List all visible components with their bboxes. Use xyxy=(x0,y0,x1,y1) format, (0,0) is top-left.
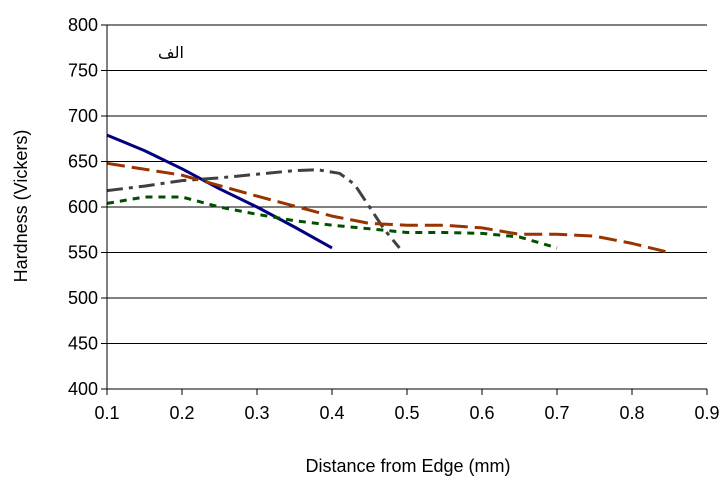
y-tick-label: 500 xyxy=(68,288,98,308)
y-tick-label: 800 xyxy=(68,15,98,35)
series-line-2 xyxy=(106,168,401,249)
grid-lines xyxy=(107,24,707,344)
series-lines xyxy=(106,133,670,254)
x-tick-label: 0.1 xyxy=(94,403,119,423)
x-tick-label: 0.8 xyxy=(619,403,644,423)
y-tick-label: 750 xyxy=(68,61,98,81)
tick-labels: 400 450 500 550 600 650 700 750 800 0.1 0.2 0.3 0.4 0… xyxy=(68,15,720,423)
y-tick-label: 550 xyxy=(68,243,98,263)
series-line-1 xyxy=(106,133,333,250)
y-tick-label: 450 xyxy=(68,334,98,354)
x-tick-label: 0.6 xyxy=(469,403,494,423)
x-tick-label: 0.3 xyxy=(244,403,269,423)
x-tick-label: 0.2 xyxy=(169,403,194,423)
x-tick-label: 0.4 xyxy=(319,403,344,423)
y-tick-label: 700 xyxy=(68,106,98,126)
series-line-4 xyxy=(106,195,558,250)
axes xyxy=(101,24,708,395)
x-tick-label: 0.7 xyxy=(544,403,569,423)
chart-annotation: الف xyxy=(158,43,184,62)
x-tick-label: 0.9 xyxy=(694,403,719,423)
y-tick-label: 650 xyxy=(68,152,98,172)
y-axis-title: Hardness (Vickers) xyxy=(11,130,31,283)
y-tick-label: 600 xyxy=(68,197,98,217)
x-axis-title: Distance from Edge (mm) xyxy=(305,456,510,476)
x-tick-label: 0.5 xyxy=(394,403,419,423)
y-tick-label: 400 xyxy=(68,379,98,399)
series-line-3 xyxy=(106,161,670,254)
